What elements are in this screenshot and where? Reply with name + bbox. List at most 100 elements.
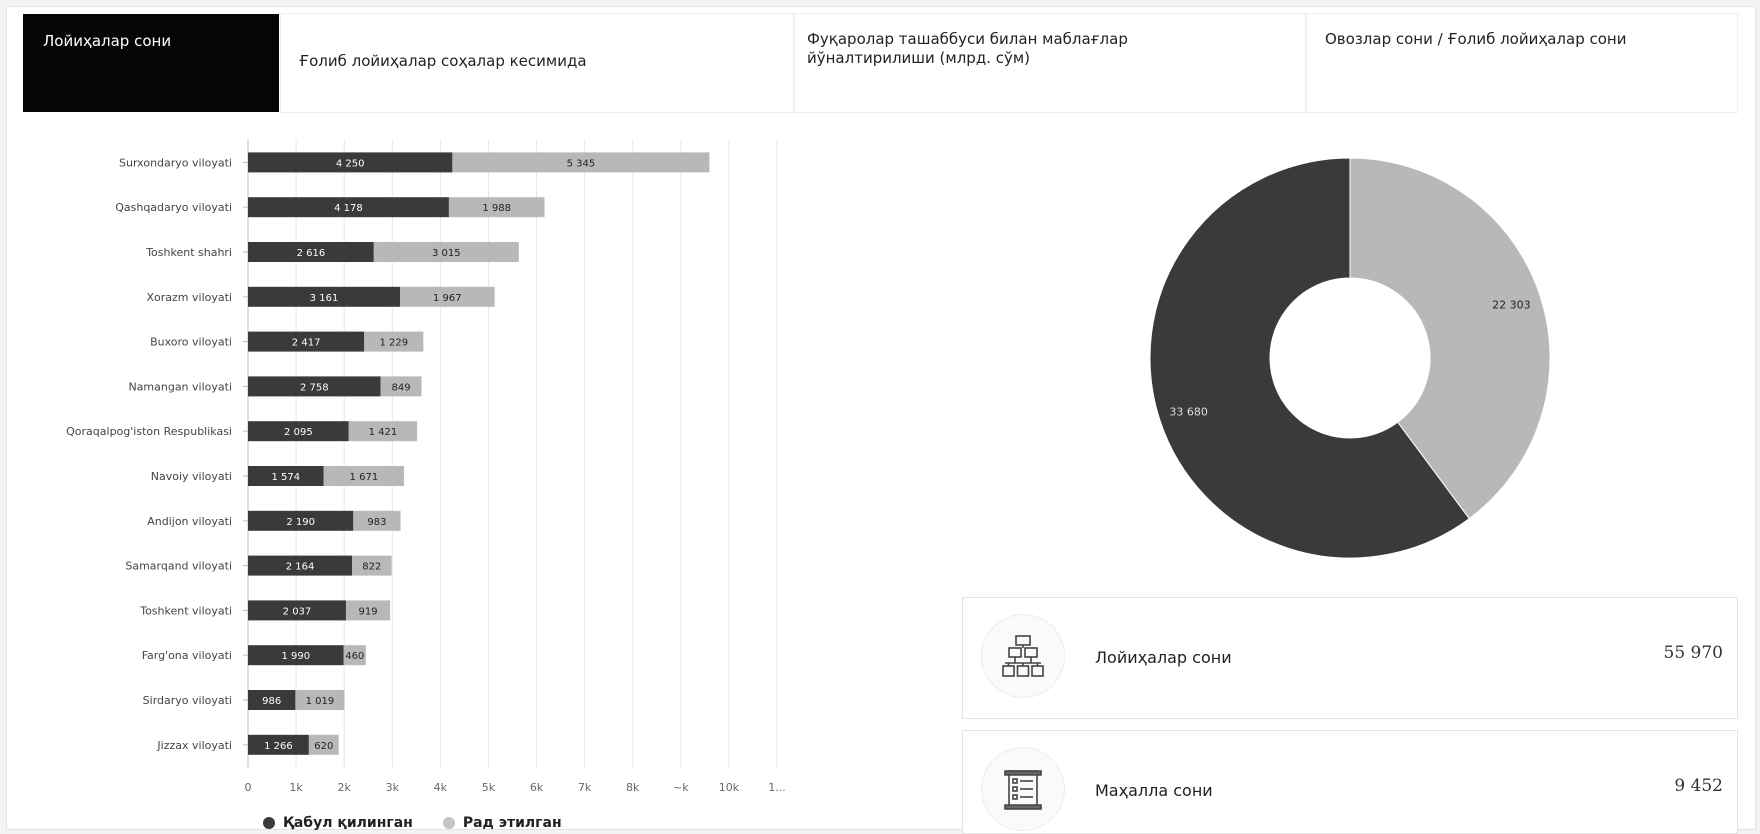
- y-tick-label: Navoiy viloyati: [151, 470, 232, 483]
- bar-accepted: [248, 286, 401, 307]
- projects-donut-chart: 22 303 33 680: [1149, 157, 1551, 559]
- y-tick-label: Andijon viloyati: [147, 515, 232, 528]
- donut-slice-rejected: [1349, 157, 1551, 520]
- y-tick-label: Surxondaryo viloyati: [119, 156, 232, 169]
- donut-slice-label: 22 303: [1492, 299, 1531, 312]
- tab-winning-projects-by-sector[interactable]: Ғолиб лойиҳалар соҳалар кесимида: [281, 14, 793, 112]
- bar-value-label: 1 988: [482, 203, 511, 214]
- bar-value-label: 4 250: [336, 158, 365, 169]
- stat-label: Лойиҳалар сони: [1095, 648, 1232, 667]
- y-tick-label: Xorazm viloyati: [147, 291, 233, 304]
- bar-value-label: 1 266: [264, 741, 293, 752]
- bar-value-label: 2 616: [297, 248, 326, 259]
- x-tick-label: 1k: [289, 781, 303, 794]
- legend-label: Қабул қилинган: [283, 815, 413, 831]
- x-tick-label: 10k: [719, 781, 740, 794]
- bar-accepted: [248, 242, 374, 262]
- bar-accepted: [248, 690, 296, 710]
- bar-accepted: [248, 600, 346, 621]
- bar-value-label: 919: [359, 606, 378, 617]
- bar-value-label: 1 421: [369, 427, 398, 438]
- bar-value-label: 460: [345, 651, 364, 662]
- bar-accepted: [248, 376, 381, 397]
- x-tick-label: 2k: [337, 781, 351, 794]
- y-tick-label: Namangan viloyati: [128, 380, 232, 393]
- legend-label: Рад этилган: [462, 815, 562, 831]
- bar-value-label: 4 178: [334, 203, 363, 214]
- bar-value-label: 1 574: [272, 472, 301, 483]
- bar-value-label: 2 417: [292, 338, 321, 349]
- y-tick-label: Sirdaryo viloyati: [143, 694, 232, 707]
- x-tick-label: 3k: [386, 781, 400, 794]
- y-tick-label: Qashqadaryo viloyati: [115, 201, 232, 214]
- legend-dot-icon: [263, 817, 275, 829]
- x-tick-label: 4k: [434, 781, 448, 794]
- hierarchy-icon: [981, 614, 1065, 698]
- bar-rejected: [345, 600, 391, 621]
- tab-label: Ғолиб лойиҳалар соҳалар кесимида: [299, 52, 587, 70]
- bar-chart-legend: Қабул қилинган Рад этилган: [263, 815, 562, 831]
- x-tick-label: 5k: [482, 781, 496, 794]
- bar-value-label: 1 019: [306, 696, 335, 707]
- scroll-list-icon: [981, 747, 1065, 831]
- x-tick-label: 7k: [578, 781, 592, 794]
- bar-value-label: 822: [362, 562, 381, 573]
- mahalla-count-card: Маҳалла сони 9 452: [962, 730, 1738, 834]
- bar-value-label: 2 758: [300, 382, 329, 393]
- bar-accepted: [248, 421, 349, 442]
- y-tick-label: Toshkent viloyati: [139, 604, 232, 617]
- x-tick-label: 1...: [768, 781, 786, 794]
- bar-value-label: 1 990: [282, 651, 311, 662]
- bar-accepted: [248, 510, 354, 531]
- tab-label: Лойиҳалар сони: [43, 32, 172, 50]
- y-tick-label: Samarqand viloyati: [125, 560, 232, 573]
- bar-accepted: [248, 645, 344, 666]
- legend-item-accepted[interactable]: Қабул қилинган: [263, 815, 413, 831]
- legend-item-rejected[interactable]: Рад этилган: [442, 815, 562, 831]
- bar-value-label: 2 037: [283, 606, 312, 617]
- tab-funds-allocation[interactable]: Фуқаролар ташаббуси билан маблағлар йўна…: [795, 14, 1305, 112]
- x-tick-label: 8k: [626, 781, 640, 794]
- y-tick-label: Buxoro viloyati: [150, 336, 232, 349]
- donut-slice-accepted: [1149, 157, 1470, 559]
- x-tick-label: 6k: [530, 781, 544, 794]
- bar-value-label: 5 345: [567, 158, 596, 169]
- tab-votes-per-winning-project[interactable]: Овозлар сони / Ғолиб лойиҳалар сони: [1307, 14, 1737, 112]
- stat-value: 9 452: [1674, 776, 1723, 796]
- legend-dot-icon: [442, 817, 455, 829]
- bar-accepted: [248, 331, 365, 352]
- bar-value-label: 3 015: [432, 248, 461, 259]
- bar-rejected: [452, 152, 710, 173]
- bar-rejected: [295, 690, 345, 710]
- y-tick-label: Jizzax viloyati: [156, 739, 232, 752]
- bar-value-label: 2 164: [286, 562, 315, 573]
- x-tick-label: ~k: [673, 781, 689, 794]
- bar-value-label: 2 095: [284, 427, 313, 438]
- bar-rejected: [380, 376, 422, 397]
- tab-label: Фуқаролар ташаббуси билан маблағлар йўна…: [807, 30, 1128, 67]
- bar-rejected: [343, 645, 366, 666]
- bar-rejected: [308, 734, 339, 755]
- bar-rejected: [323, 466, 405, 486]
- bar-value-label: 620: [314, 741, 333, 752]
- projects-count-card: Лойиҳалар сони 55 970: [962, 597, 1738, 719]
- stat-value: 55 970: [1663, 643, 1723, 663]
- bar-value-label: 849: [392, 382, 411, 393]
- y-tick-label: Toshkent shahri: [145, 246, 232, 259]
- bar-rejected: [352, 555, 392, 576]
- y-tick-label: Farg'ona viloyati: [142, 649, 232, 662]
- bar-accepted: [248, 466, 324, 486]
- bar-accepted: [248, 152, 453, 173]
- bar-rejected: [400, 286, 495, 307]
- bar-value-label: 986: [262, 696, 281, 707]
- tab-projects-count[interactable]: Лойиҳалар сони: [23, 14, 279, 112]
- bar-rejected: [448, 197, 545, 218]
- x-tick-label: 0: [245, 781, 252, 794]
- tab-label: Овозлар сони / Ғолиб лойиҳалар сони: [1325, 30, 1627, 48]
- bar-value-label: 2 190: [286, 517, 315, 528]
- donut-slice-label: 33 680: [1169, 405, 1208, 418]
- bar-rejected: [348, 421, 418, 442]
- y-tick-label: Qoraqalpog'iston Respublikasi: [66, 425, 232, 438]
- bar-accepted: [248, 555, 353, 576]
- bar-value-label: 983: [367, 517, 386, 528]
